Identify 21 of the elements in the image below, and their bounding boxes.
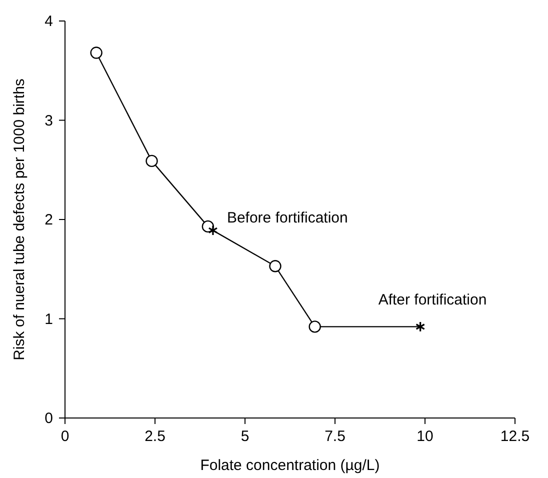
y-tick-label: 0 [44, 410, 53, 427]
point [90, 46, 102, 59]
y-tick-label: 2 [44, 212, 53, 228]
x-tick-label: 10 [416, 428, 434, 445]
point [269, 260, 282, 272]
x-tick-label: 7.5 [324, 428, 346, 445]
point [208, 224, 218, 236]
y-tick-label: 3 [44, 112, 53, 130]
x-tick-label: 12.5 [500, 428, 530, 445]
annotation: Before fortification [226, 209, 348, 226]
annotation: After fortification [378, 292, 487, 309]
x-axis-title: Folate concentration (µg/L) [200, 457, 380, 474]
point [308, 320, 321, 333]
y-tick-label: 1 [44, 310, 53, 328]
x-tick-label: 0 [60, 428, 70, 445]
point [416, 321, 426, 332]
y-axis-title: Risk of nueral tube defects per 1000 births [11, 78, 28, 360]
y-tick-label: 4 [44, 13, 53, 30]
x-tick-label: 5 [240, 428, 250, 445]
x-tick-label: 2.5 [144, 428, 166, 445]
point [146, 154, 158, 168]
